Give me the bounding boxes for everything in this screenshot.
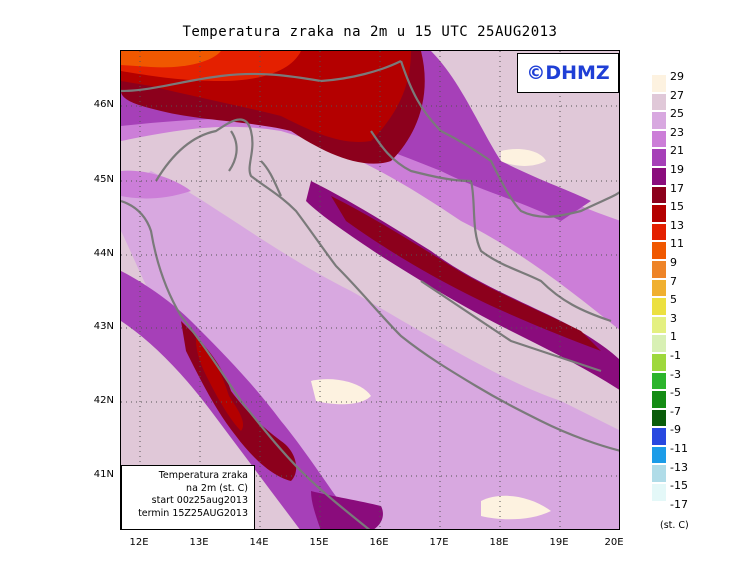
colorbar-label: 25 xyxy=(670,107,684,121)
colorbar-unit: (st. C) xyxy=(660,520,689,531)
colorbar-swatch xyxy=(651,204,667,223)
colorbar-label: 3 xyxy=(670,311,677,325)
italy-field-15 xyxy=(195,336,244,431)
colorbar-label: -5 xyxy=(670,386,681,400)
colorbar-label: 15 xyxy=(670,200,684,214)
graticule xyxy=(121,51,619,529)
lon-label: 15E xyxy=(309,537,329,548)
info-line-1: Temperatura zraka xyxy=(158,470,248,481)
colorbar-swatch xyxy=(651,352,667,372)
colorbar-label: -3 xyxy=(670,367,681,381)
info-box: Temperatura zraka na 2m (st. C) start 00… xyxy=(121,465,255,529)
colorbar-swatch xyxy=(651,185,667,205)
colorbar-swatch xyxy=(651,334,667,353)
sea-field-25 xyxy=(121,171,619,529)
patch-29a xyxy=(311,379,371,405)
lat-label: 45N xyxy=(93,174,114,185)
lon-label: 17E xyxy=(429,537,449,548)
colorbar-swatch xyxy=(651,315,667,335)
colorbar-label: 1 xyxy=(670,330,677,344)
lon-label: 18E xyxy=(489,537,509,548)
ridge-field-17 xyxy=(331,196,601,351)
colorbar-swatch xyxy=(651,408,667,428)
italy-south-field-19 xyxy=(311,491,383,529)
colorbar-label: -17 xyxy=(670,497,688,511)
coastlines xyxy=(121,60,619,529)
colorbar-swatch xyxy=(651,241,667,260)
colorbar-label: 9 xyxy=(670,256,677,269)
colorbar-swatch xyxy=(651,166,667,186)
colorbar-label: 21 xyxy=(670,144,684,158)
lon-label: 14E xyxy=(249,537,269,548)
colorbar-label: -9 xyxy=(670,423,681,437)
colorbar-swatch xyxy=(651,259,667,279)
colorbar-label: 5 xyxy=(670,293,677,307)
colorbar-swatch xyxy=(651,464,667,484)
lat-label: 41N xyxy=(93,469,114,480)
colorbar-label: -13 xyxy=(670,460,688,474)
colorbar-label: -11 xyxy=(670,442,688,455)
lat-label: 44N xyxy=(93,248,114,259)
info-line-3: start 00z25aug2013 xyxy=(151,495,248,506)
colorbar-label: 11 xyxy=(670,237,684,251)
colorbar-label: 23 xyxy=(670,125,684,139)
colorbar-swatch xyxy=(651,445,667,465)
colorbar-swatch xyxy=(651,148,667,167)
info-line-2: na 2m (st. C) xyxy=(186,482,248,494)
map-title: Temperatura zraka na 2m u 15 UTC 25AUG20… xyxy=(182,24,558,40)
colorbar-swatch xyxy=(651,74,667,93)
colorbar-swatch xyxy=(651,390,667,409)
colorbar-swatch xyxy=(651,483,667,502)
colorbar-label: 27 xyxy=(670,88,684,102)
colorbar xyxy=(651,74,667,502)
map-canvas xyxy=(121,51,619,529)
colorbar-label: -1 xyxy=(670,349,681,362)
dhmz-logo: ©DHMZ xyxy=(517,53,619,93)
colorbar-swatch xyxy=(651,371,667,391)
colorbar-label: 13 xyxy=(670,218,684,232)
colorbar-label: 19 xyxy=(670,163,684,176)
colorbar-swatch xyxy=(651,278,667,298)
patch-29c xyxy=(481,495,551,520)
lat-label: 43N xyxy=(93,321,114,332)
lon-label: 13E xyxy=(189,537,209,548)
info-line-4: termin 15Z25AUG2013 xyxy=(138,507,248,519)
colorbar-label: -15 xyxy=(670,479,688,493)
lat-label: 46N xyxy=(93,99,114,110)
lat-label: 42N xyxy=(93,395,114,406)
patch-23 xyxy=(121,170,191,199)
colorbar-label: 7 xyxy=(670,274,677,288)
lon-label: 19E xyxy=(549,537,569,548)
colorbar-label: 17 xyxy=(670,181,684,195)
colorbar-swatch xyxy=(651,427,667,446)
colorbar-swatch xyxy=(651,92,667,112)
patch-29b xyxy=(501,149,546,166)
lon-label: 12E xyxy=(129,537,149,548)
hot-field-11 xyxy=(121,51,221,68)
colorbar-swatch xyxy=(651,129,667,149)
colorbar-swatch xyxy=(651,297,667,316)
colorbar-swatch xyxy=(651,111,667,130)
colorbar-label: -7 xyxy=(670,404,681,418)
colorbar-label: 29 xyxy=(670,70,684,83)
temperature-map: ©DHMZ Temperatura zraka na 2m (st. C) st… xyxy=(120,50,620,530)
colorbar-swatch xyxy=(651,222,667,242)
lon-label: 16E xyxy=(369,537,389,548)
lon-label: 20E xyxy=(604,537,624,548)
